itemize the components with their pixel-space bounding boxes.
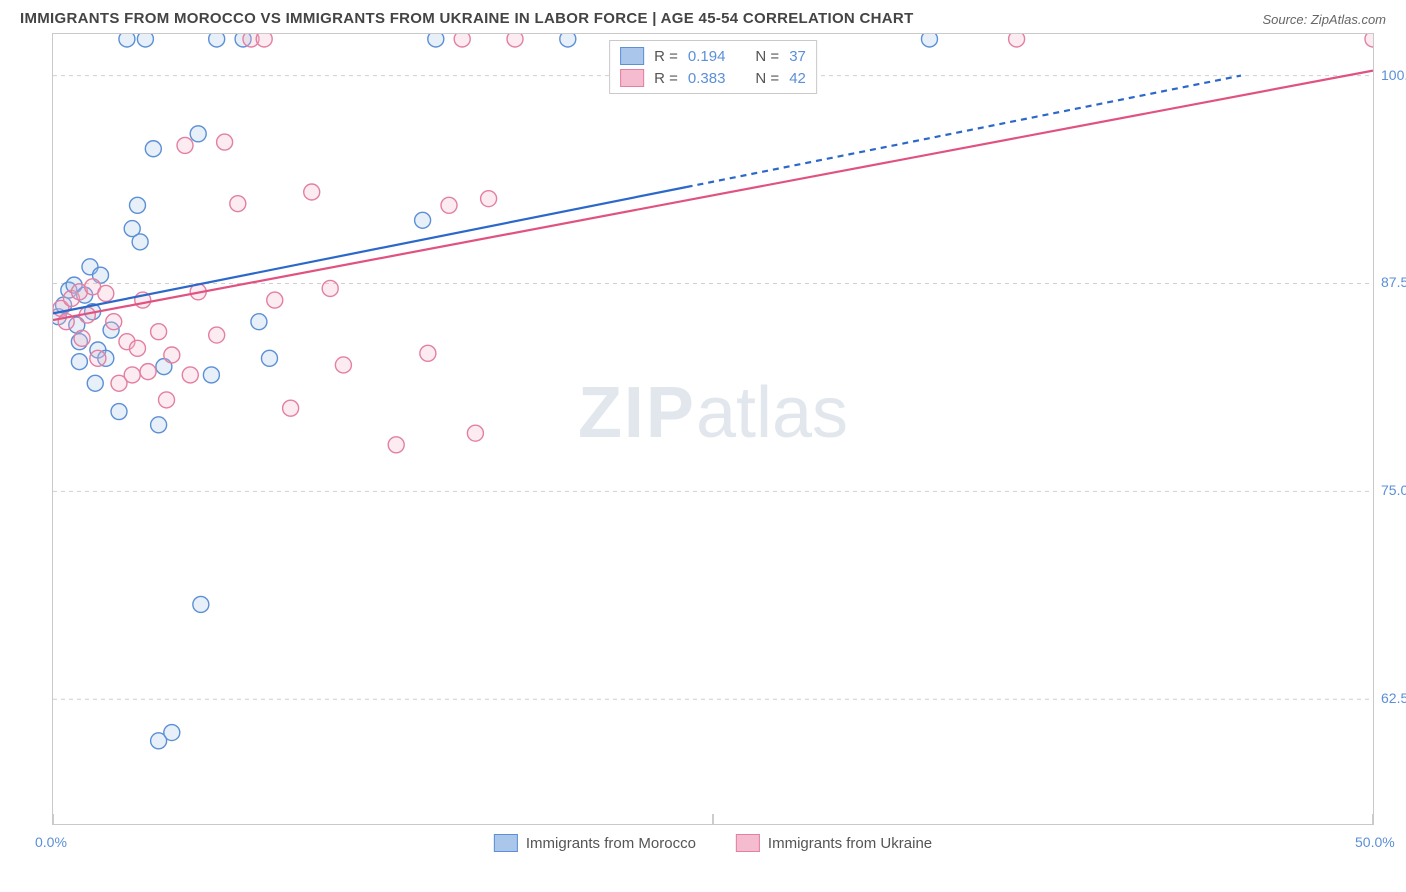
legend-n-value: 42 — [789, 70, 806, 87]
legend-n-value: 37 — [789, 48, 806, 65]
y-tick-label: 87.5% — [1381, 274, 1406, 290]
legend-r-label: R = — [654, 70, 678, 87]
y-tick-label: 62.5% — [1381, 690, 1406, 706]
legend-r-value: 0.194 — [688, 48, 726, 65]
series-legend-item: Immigrants from Morocco — [494, 834, 696, 852]
legend-row: R = 0.383 N = 42 — [620, 67, 806, 89]
plot-area: ZIPatlas R =0.194N =37R =0.383N =42 Immi… — [52, 33, 1374, 825]
x-tick-label: 0.0% — [35, 834, 67, 850]
legend-swatch — [620, 47, 644, 65]
legend-r-value: 0.383 — [688, 70, 726, 87]
chart-title: IMMIGRANTS FROM MOROCCO VS IMMIGRANTS FR… — [20, 10, 914, 27]
y-tick-label: 100.0% — [1381, 67, 1406, 83]
correlation-legend: R = 0.194 N = 37 R = 0.383 N = 42 — [609, 40, 817, 94]
legend-swatch — [620, 69, 644, 87]
chart-source: Source: ZipAtlas.com — [1262, 12, 1386, 27]
legend-swatch — [736, 834, 760, 852]
legend-n-label: N = — [755, 48, 779, 65]
legend-swatch — [494, 834, 518, 852]
series-legend-label: Immigrants from Morocco — [526, 835, 696, 852]
chart-svg — [53, 34, 1373, 824]
series-legend-label: Immigrants from Ukraine — [768, 835, 932, 852]
legend-row: R = 0.194 N = 37 — [620, 45, 806, 67]
legend-n-label: N = — [755, 70, 779, 87]
y-tick-label: 75.0% — [1381, 482, 1406, 498]
series-legend: Immigrants from Morocco Immigrants from U… — [494, 834, 932, 852]
series-legend-item: Immigrants from Ukraine — [736, 834, 932, 852]
x-tick-label: 50.0% — [1355, 834, 1395, 850]
title-bar: IMMIGRANTS FROM MOROCCO VS IMMIGRANTS FR… — [0, 0, 1406, 33]
legend-r-label: R = — [654, 48, 678, 65]
